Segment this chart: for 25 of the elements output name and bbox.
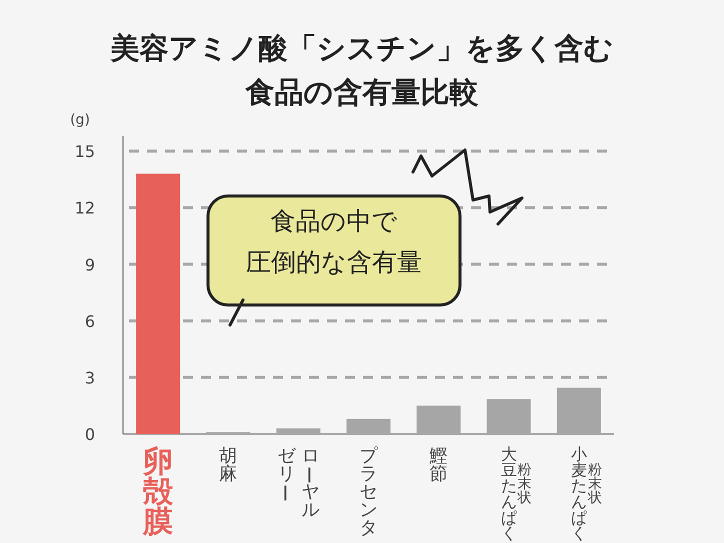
bar bbox=[416, 406, 461, 434]
y-axis-title: (g) bbox=[70, 112, 90, 128]
x-tick-label: 卵殻膜 bbox=[142, 444, 174, 540]
x-tick-label: 大豆たんぱく bbox=[500, 444, 517, 543]
bar bbox=[556, 388, 601, 434]
chart-title: 美容アミノ酸「シスチン」を多く含む食品の含有量比較 bbox=[110, 31, 614, 109]
text: 粉末状 bbox=[516, 462, 532, 506]
y-tick-label: 3 bbox=[84, 368, 95, 388]
bar bbox=[276, 428, 320, 434]
bar bbox=[486, 399, 531, 434]
y-tick-label: 12 bbox=[74, 198, 95, 218]
x-tick-label: 小麦たんぱく bbox=[570, 444, 587, 543]
y-tick-label: 9 bbox=[84, 255, 95, 274]
y-tick-label: 6 bbox=[84, 312, 95, 331]
text: 粉末状 bbox=[586, 462, 602, 506]
annotation: 圧倒的な含有量 bbox=[246, 248, 422, 276]
bar bbox=[136, 174, 180, 434]
y-tick-label: 0 bbox=[84, 425, 95, 444]
category-label: ローヤルゼリー bbox=[273, 445, 320, 520]
bar bbox=[346, 418, 390, 434]
annotation: 食品の中で bbox=[270, 206, 398, 236]
x-tick-label: 胡麻 bbox=[219, 445, 238, 484]
x-tick-label: 鰹節 bbox=[430, 445, 448, 484]
x-tick-label: プラセンタ bbox=[360, 445, 378, 538]
y-tick-label: 15 bbox=[74, 142, 95, 162]
